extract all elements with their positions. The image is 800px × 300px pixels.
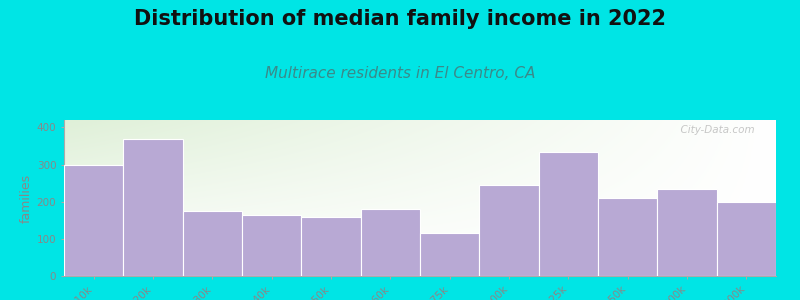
Text: City-Data.com: City-Data.com: [674, 125, 754, 135]
Bar: [420, 233, 479, 276]
Text: Multirace residents in El Centro, CA: Multirace residents in El Centro, CA: [265, 66, 535, 81]
Bar: [658, 189, 717, 276]
Text: Distribution of median family income in 2022: Distribution of median family income in …: [134, 9, 666, 29]
Bar: [123, 139, 182, 276]
Bar: [717, 202, 776, 276]
Bar: [302, 217, 361, 276]
Bar: [538, 152, 598, 276]
Bar: [361, 209, 420, 276]
Bar: [182, 211, 242, 276]
Bar: [479, 185, 538, 276]
Bar: [64, 165, 123, 276]
Y-axis label: families: families: [19, 173, 33, 223]
Bar: [242, 215, 302, 276]
Bar: [598, 198, 658, 276]
